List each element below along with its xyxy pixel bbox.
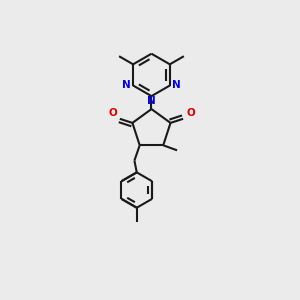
Text: O: O [186, 108, 195, 118]
Text: N: N [172, 80, 181, 90]
Text: N: N [147, 96, 156, 106]
Text: O: O [108, 108, 117, 118]
Text: N: N [122, 80, 131, 90]
